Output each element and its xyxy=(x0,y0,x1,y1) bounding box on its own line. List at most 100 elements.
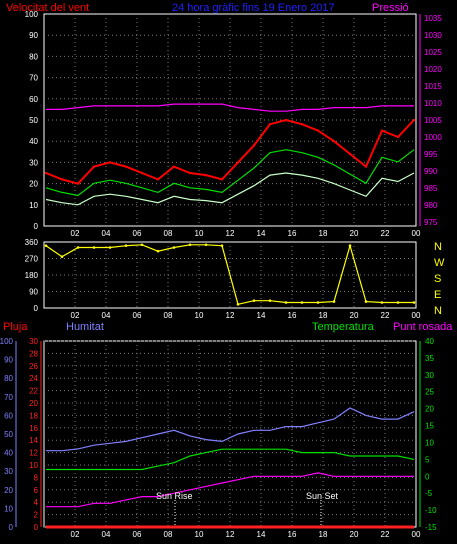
rain-tick: 70 xyxy=(4,393,13,402)
x-tick-bot: 22 xyxy=(381,530,390,539)
pressure-tick: 975 xyxy=(424,218,438,227)
humidity-tick: 30 xyxy=(29,337,38,346)
temperature-tick: -10 xyxy=(425,506,437,515)
x-tick-mid: 02 xyxy=(71,311,80,320)
wind-min-line xyxy=(45,172,415,206)
x-tick-bot: 08 xyxy=(164,530,173,539)
humidity-tick: 8 xyxy=(34,473,39,482)
x-tick-top: 08 xyxy=(164,229,173,238)
humidity-label: Humitat xyxy=(66,321,104,333)
wind-speed-point xyxy=(316,129,320,132)
direction-point xyxy=(412,301,416,304)
direction-point xyxy=(60,255,64,258)
rain-tick: 50 xyxy=(4,430,13,439)
wind-speed-point xyxy=(204,173,208,177)
wind-speed-point xyxy=(140,171,144,175)
series-layer xyxy=(44,103,416,529)
sunset-label: Sun Set xyxy=(306,491,339,501)
direction-point xyxy=(76,246,80,249)
direction-point xyxy=(108,246,112,249)
wind-speed-point xyxy=(364,165,368,168)
x-tick-top: 18 xyxy=(319,229,328,238)
wind-tick: 90 xyxy=(29,31,38,40)
wind-tick: 50 xyxy=(29,116,38,125)
temperature-tick: 5 xyxy=(425,455,430,464)
x-tick-mid: 20 xyxy=(350,311,359,320)
humidity-tick: 24 xyxy=(29,374,38,383)
x-tick-mid: 04 xyxy=(102,311,111,320)
pressure-label: Pressió xyxy=(372,2,409,14)
rain-label: Pluja xyxy=(3,321,28,333)
wind-speed-point xyxy=(220,178,224,181)
x-tick-bot: 16 xyxy=(288,530,297,539)
compass-s: S xyxy=(434,273,441,285)
x-tick-bot: 18 xyxy=(319,530,328,539)
temperature-tick: -5 xyxy=(425,489,433,498)
wind-tick: 40 xyxy=(29,137,38,146)
rain-tick: 100 xyxy=(0,337,14,346)
direction-point xyxy=(188,243,192,247)
wind-speed-point xyxy=(44,171,48,175)
compass-n-bottom: N xyxy=(434,305,442,317)
direction-point xyxy=(364,300,368,303)
humidity-tick: 28 xyxy=(29,349,38,358)
humidity-tick: 14 xyxy=(29,436,38,445)
direction-line xyxy=(45,243,414,306)
rain-tick: 60 xyxy=(4,411,13,420)
x-tick-mid: 16 xyxy=(288,311,297,320)
temperature-tick: 35 xyxy=(425,354,434,363)
dewpoint-line xyxy=(46,472,414,508)
direction-tick: 360 xyxy=(25,238,39,247)
direction-point xyxy=(140,243,144,247)
humidity-tick: 18 xyxy=(29,411,38,420)
x-tick-top: 14 xyxy=(257,229,266,238)
x-tick-bot: 10 xyxy=(195,530,204,539)
x-tick-top: 06 xyxy=(133,229,142,238)
humidity-tick: 2 xyxy=(34,511,39,520)
pressure-tick: 980 xyxy=(424,201,438,210)
compass-n-top: N xyxy=(434,241,442,253)
pressure-tick: 1030 xyxy=(424,31,442,40)
rain-tick: 40 xyxy=(4,449,13,458)
humidity-tick: 16 xyxy=(29,424,38,433)
x-tick-top: 00 xyxy=(412,229,421,238)
direction-point xyxy=(236,303,240,306)
pressure-tick: 1025 xyxy=(424,48,442,57)
pressure-tick: 1010 xyxy=(424,99,442,108)
direction-point xyxy=(92,246,96,249)
wind-speed-point xyxy=(76,182,80,185)
direction-tick: 270 xyxy=(25,255,39,264)
wind-tick: 0 xyxy=(34,222,39,231)
direction-point xyxy=(156,249,160,253)
x-tick-top: 22 xyxy=(381,229,390,238)
temperature-tick: 40 xyxy=(425,337,434,346)
direction-point xyxy=(348,244,352,247)
temperature-tick: 15 xyxy=(425,422,434,431)
humidity-line xyxy=(46,407,415,452)
direction-point xyxy=(124,244,128,247)
x-tick-mid: 06 xyxy=(133,311,142,320)
direction-point xyxy=(284,301,288,304)
x-tick-bot: 02 xyxy=(71,530,80,539)
temperature-tick: 0 xyxy=(425,472,430,481)
direction-point xyxy=(220,244,224,247)
pressure-tick: 1015 xyxy=(424,82,442,91)
direction-point xyxy=(316,301,320,304)
direction-point xyxy=(172,246,176,249)
x-tick-mid: 14 xyxy=(257,311,266,320)
x-tick-bot: 04 xyxy=(102,530,111,539)
x-tick-top: 16 xyxy=(288,229,297,238)
humidity-tick: 22 xyxy=(29,387,38,396)
x-tick-bot: 14 xyxy=(257,530,266,539)
rain-tick: 80 xyxy=(4,374,13,383)
direction-point xyxy=(204,243,208,247)
temperature-tick: 25 xyxy=(425,388,434,397)
x-tick-mid: 10 xyxy=(195,311,204,320)
direction-point xyxy=(268,299,272,302)
humidity-tick: 10 xyxy=(29,461,38,470)
rain-tick: 90 xyxy=(4,356,13,365)
x-tick-mid: 22 xyxy=(381,311,390,320)
